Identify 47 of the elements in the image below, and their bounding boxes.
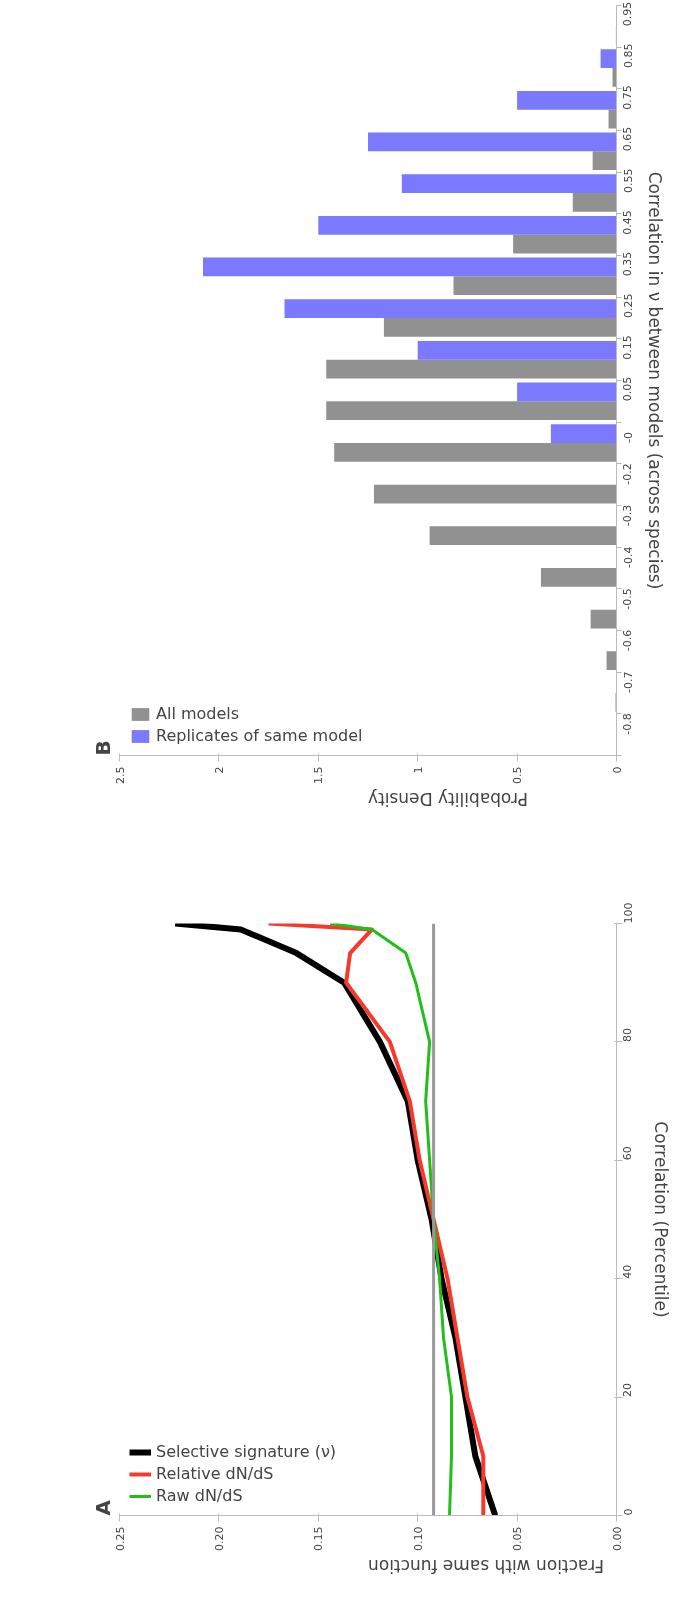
legend-label: Raw dN/dS	[156, 1486, 243, 1505]
x-tick-label: 2	[212, 766, 226, 774]
text: B	[90, 740, 115, 756]
legend-label: Selective signature (ν)	[156, 1442, 337, 1461]
y-tick-label: 0.35	[621, 251, 635, 277]
x-tick-label: 0.15	[312, 1526, 326, 1551]
y-tick-label: 0.55	[621, 168, 635, 193]
y-tick-label: 0.65	[621, 126, 635, 152]
y-tick-label: 40	[621, 1264, 635, 1279]
x-tick-label: 0.05	[511, 1526, 525, 1551]
y-tick-label: -0.2	[621, 463, 635, 485]
x-tick-label: 0.00	[610, 1526, 624, 1551]
y-tick-label: 60	[621, 1146, 635, 1161]
y-tick-label: -0	[621, 432, 635, 443]
y-tick-label: 80	[621, 1027, 635, 1042]
y-tick-label: 0	[621, 1508, 635, 1516]
y-axis-title: Correlation in ν between models (across species)	[644, 171, 665, 590]
x-tick-label: 1.5	[312, 766, 326, 784]
y-tick-label: 0.75	[621, 85, 635, 110]
x-tick-label: 0.10	[411, 1526, 425, 1551]
y-tick-label: -0.6	[621, 629, 635, 652]
x-tick-label: 1	[411, 766, 425, 774]
x-tick-label: 0	[610, 766, 624, 774]
y-axis-title: Correlation (Percentile)	[650, 1121, 671, 1318]
y-tick-label: 0.45	[621, 210, 635, 235]
y-tick-label: 100	[621, 902, 635, 924]
y-tick-label: 0.05	[621, 376, 635, 402]
y-tick-label: 20	[621, 1383, 635, 1398]
text: A	[90, 1499, 115, 1516]
y-tick-label: 0.85	[621, 43, 635, 68]
y-tick-label: -0.7	[621, 671, 635, 693]
legend-label: Relative dN/dS	[156, 1464, 274, 1483]
x-tick-label: 2.5	[113, 766, 127, 784]
legend-label: All models	[156, 704, 240, 723]
y-tick-label: 0.15	[621, 335, 635, 360]
y-tick-label: -0.4	[621, 546, 635, 568]
y-tick-label: 0.95	[621, 1, 635, 27]
x-axis-title: Fraction with same function	[368, 1555, 604, 1576]
y-tick-label: -0.8	[621, 713, 635, 735]
x-tick-label: 0.20	[212, 1526, 226, 1551]
x-axis-title: Probability Density	[367, 788, 528, 809]
x-tick-label: 0.5	[511, 766, 525, 784]
x-tick-label: 0.25	[113, 1526, 127, 1551]
legend-label: Replicates of same model	[156, 726, 363, 745]
y-tick-label: 0.25	[621, 293, 635, 318]
y-tick-label: -0.3	[621, 504, 635, 527]
y-tick-label: -0.5	[621, 588, 635, 610]
